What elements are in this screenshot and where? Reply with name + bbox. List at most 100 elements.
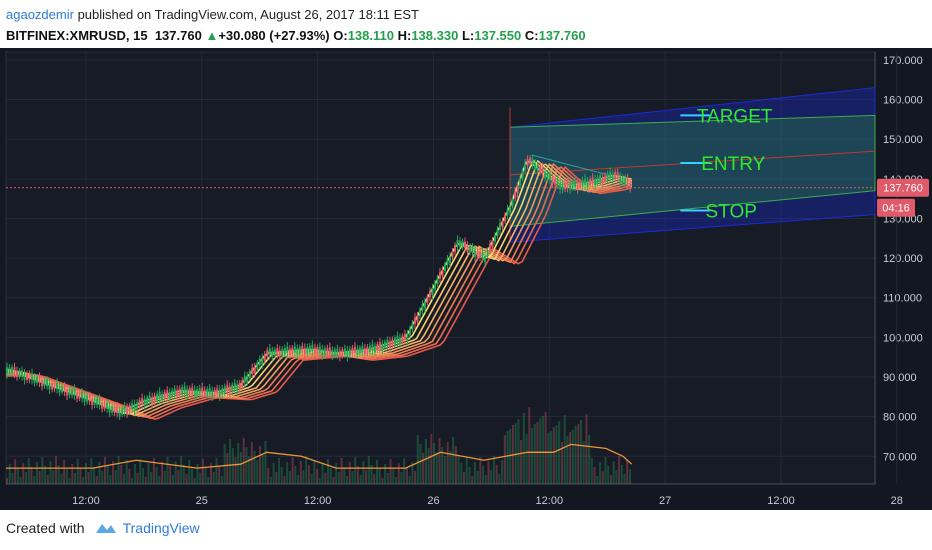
volume-bar [14, 459, 17, 484]
candle-body [451, 251, 454, 258]
candle-body [586, 180, 589, 187]
volume-bar [90, 458, 93, 484]
volume-bar [204, 468, 207, 484]
volume-bar [253, 451, 256, 484]
candle-body [71, 389, 74, 396]
candle-body [128, 405, 131, 412]
volume-bar [593, 467, 596, 484]
volume-bar [536, 422, 539, 484]
candle-body [336, 348, 339, 356]
candle-body [36, 376, 39, 383]
candle-body [56, 382, 59, 390]
tradingview-link[interactable]: TradingView [122, 520, 200, 536]
candle-body [138, 400, 141, 407]
candle-body [516, 187, 519, 194]
candle-body [308, 345, 311, 353]
volume-bar [269, 477, 272, 484]
candle-body [566, 181, 569, 188]
candle-body [211, 390, 214, 398]
y-tick-label: 80.000 [883, 412, 917, 424]
candle-body [423, 302, 426, 309]
candle-body [579, 181, 582, 188]
candle-body [26, 373, 29, 380]
volume-bar [405, 467, 408, 484]
candle-body [133, 404, 136, 411]
candle-body [479, 251, 482, 258]
candle-body [551, 177, 554, 184]
candle-body [273, 349, 276, 356]
volume-bar [441, 447, 444, 484]
volume-bar [313, 460, 316, 484]
candle-body [328, 347, 331, 354]
volume-bar [155, 467, 158, 484]
volume-bar [294, 466, 297, 484]
volume-bar [163, 471, 166, 484]
candle-body [6, 367, 8, 374]
candle-body [8, 367, 11, 374]
candle-body [544, 171, 547, 179]
candle-body [494, 235, 497, 242]
volume-bar [340, 458, 343, 484]
volume-bar [612, 461, 615, 484]
candle-body [291, 347, 294, 354]
candle-body [421, 304, 424, 311]
volume-bar [103, 457, 106, 484]
volume-bar [33, 476, 36, 484]
volume-bar [414, 471, 417, 484]
candle-body [373, 345, 376, 353]
candle-body [611, 173, 614, 180]
candle-body [318, 346, 321, 353]
volume-bar [422, 453, 425, 484]
candle-body [559, 183, 562, 190]
ma-ribbon-line [6, 166, 632, 420]
candle-body [529, 157, 532, 164]
volume-bar [117, 456, 120, 484]
candle-body [221, 388, 224, 395]
volume-bar [479, 457, 482, 484]
volume-bar [93, 467, 96, 484]
volume-bar [226, 453, 229, 484]
volume-bar [87, 472, 90, 484]
volume-bar [351, 471, 354, 484]
volume-bar [142, 468, 145, 484]
volume-bar [520, 440, 523, 484]
author-link[interactable]: agaozdemir [6, 7, 74, 22]
volume-bar [343, 467, 346, 484]
candle-body [604, 175, 607, 182]
volume-bar [408, 476, 411, 484]
candle-body [326, 347, 329, 355]
volume-bar [120, 465, 123, 484]
volume-bar [234, 457, 237, 484]
volume-bar [19, 477, 22, 484]
volume-bar [552, 427, 555, 484]
volume-bar [400, 472, 403, 484]
candle-body [343, 348, 346, 355]
candle-body [66, 389, 69, 396]
candle-body [216, 388, 219, 395]
candle-body [371, 344, 374, 351]
volume-bar [571, 430, 574, 484]
volume-bar [207, 477, 210, 484]
price-change: +30.080 (+27.93%) [218, 28, 330, 43]
candle-body [301, 346, 304, 353]
candle-body [388, 341, 391, 348]
candle-body [96, 398, 99, 406]
candle-body [228, 386, 231, 393]
candle-body [166, 390, 169, 397]
candle-body [121, 408, 124, 415]
volume-bar [188, 460, 191, 484]
symbol-info: BITFINEX:XMRUSD, 15 137.760 ▲+30.080 (+2… [6, 28, 586, 43]
y-tick-label: 70.000 [883, 451, 917, 463]
volume-bar [74, 473, 77, 484]
volume-bar [84, 463, 87, 484]
price-chart[interactable]: 170.000160.000150.000140.000130.000120.0… [0, 48, 932, 510]
close-value: 137.760 [538, 28, 586, 43]
candle-body [198, 388, 201, 395]
volume-bar [321, 464, 324, 484]
volume-bar [218, 467, 221, 484]
last-price: 137.760 [154, 28, 202, 43]
candle-body [248, 371, 251, 378]
volume-bar [278, 458, 281, 484]
candle-body [136, 402, 139, 409]
candle-body [456, 240, 459, 247]
